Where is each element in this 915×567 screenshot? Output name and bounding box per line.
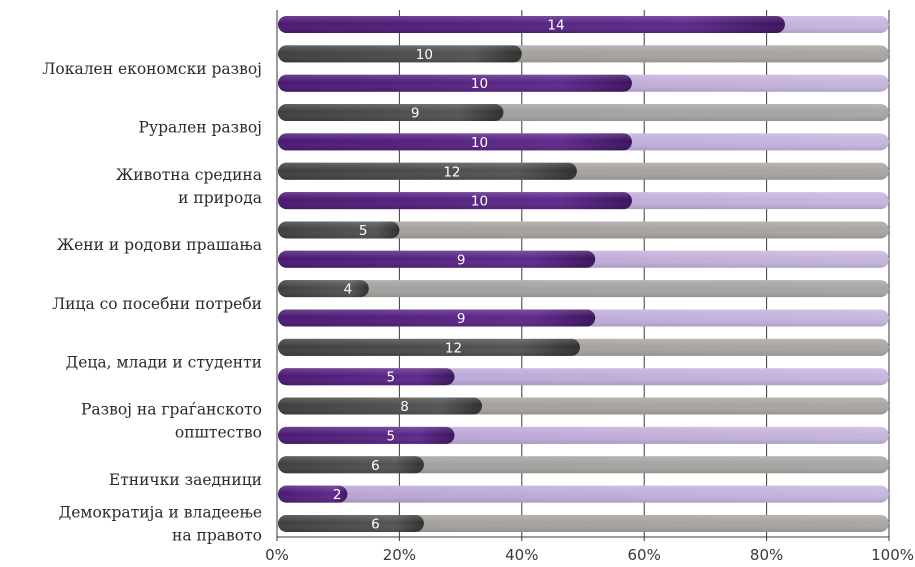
bar-value-label-16: 2 <box>333 487 342 503</box>
bar-row-4-purple: 10 <box>278 133 889 151</box>
bar-value-label-2: 10 <box>471 76 488 92</box>
bar-row-7-gray: 5 <box>278 221 889 239</box>
bar-shine-8 <box>278 250 889 268</box>
x-tick-label-5: 100% <box>871 546 914 564</box>
category-label-4: Лица со посебни потреби <box>52 295 262 313</box>
bar-value-label-11: 12 <box>445 340 462 356</box>
category-label-line: Деца, млади и студенти <box>66 354 262 372</box>
x-tick-label-4: 80% <box>750 546 783 564</box>
category-label-line: Демократија и владеење <box>59 503 262 521</box>
bar-value-label-5: 12 <box>443 164 460 180</box>
x-tick-label-3: 60% <box>628 546 661 564</box>
category-label-6: Развој на граѓанското општество <box>81 401 262 442</box>
bar-row-15-gray: 6 <box>278 456 889 474</box>
category-label-line: Рурален развој <box>139 119 262 137</box>
x-tick-label-2: 40% <box>505 546 538 564</box>
bar-shine-9 <box>278 280 889 298</box>
bar-shine-11 <box>278 338 889 356</box>
category-label-line: Животна средина <box>116 166 262 184</box>
x-tick-label-1: 20% <box>383 546 416 564</box>
bar-value-label-4: 10 <box>471 135 488 151</box>
bar-value-label-9: 4 <box>344 282 353 298</box>
category-label-line: Развој на граѓанското <box>81 401 262 419</box>
bar-shine-1 <box>278 45 889 63</box>
bar-value-label-12: 5 <box>386 370 395 386</box>
bar-shine-13 <box>278 397 889 415</box>
bar-row-8-purple: 9 <box>278 250 889 268</box>
bar-row-13-gray: 8 <box>278 397 889 415</box>
category-label-0: Локален економски развој <box>43 60 263 78</box>
bar-value-label-15: 6 <box>371 458 380 474</box>
bar-shine-4 <box>278 133 889 151</box>
category-label-line: и природа <box>178 189 262 207</box>
bar-value-label-3: 9 <box>411 106 420 122</box>
bar-shine-7 <box>278 221 889 239</box>
category-label-line: Етнички заедници <box>109 471 262 489</box>
bar-value-label-1: 10 <box>416 47 433 63</box>
bar-row-12-purple: 5 <box>278 368 889 386</box>
bar-shine-15 <box>278 456 889 474</box>
bar-row-17-gray: 6 <box>278 514 889 532</box>
bar-row-0-purple: 14 <box>278 16 889 34</box>
bar-value-label-6: 10 <box>471 194 488 210</box>
bar-value-label-10: 9 <box>457 311 466 327</box>
bar-shine-5 <box>278 162 889 180</box>
bar-row-10-purple: 9 <box>278 309 889 327</box>
bar-row-16-purple: 2 <box>278 485 889 503</box>
bar-row-1-gray: 10 <box>278 45 889 63</box>
bar-value-label-0: 14 <box>547 18 564 34</box>
category-label-line: општество <box>175 424 262 442</box>
bar-shine-0 <box>278 16 889 33</box>
category-label-7: Етнички заедници <box>109 471 262 489</box>
bar-row-14-purple: 5 <box>278 426 889 444</box>
bar-shine-14 <box>278 426 889 444</box>
bar-row-2-purple: 10 <box>278 74 889 92</box>
x-tick-label-0: 0% <box>265 546 289 564</box>
bar-shine-3 <box>278 104 889 122</box>
bar-shine-17 <box>278 514 889 532</box>
category-label-8: Демократија и владеење на правото <box>59 503 262 544</box>
x-axis-tick-layer: 0% 20% 40% 60% 80% 100% <box>265 546 914 564</box>
grid-layer <box>276 10 890 541</box>
bar-row-5-gray: 12 <box>278 162 889 180</box>
bar-shine-6 <box>278 192 889 210</box>
bar-shine-10 <box>278 309 889 327</box>
category-label-line: на правото <box>172 526 262 544</box>
category-label-3: Жени и родови прашања <box>57 236 262 254</box>
category-label-layer: Локален економски развој Рурален развој Жи… <box>43 60 263 544</box>
category-label-1: Рурален развој <box>139 119 262 137</box>
category-label-line: Локален економски развој <box>43 60 263 78</box>
bar-value-label-7: 5 <box>359 223 368 239</box>
category-label-2: Животна средина и природа <box>116 166 262 207</box>
bar-shine-2 <box>278 74 889 92</box>
category-label-5: Деца, млади и студенти <box>66 354 262 372</box>
bar-value-label-17: 6 <box>371 516 380 532</box>
bar-value-label-8: 9 <box>457 252 466 268</box>
bar-shine-12 <box>278 368 889 386</box>
bar-value-label-14: 5 <box>386 428 395 444</box>
bar-shine-16 <box>278 485 889 503</box>
bar-row-3-gray: 9 <box>278 104 889 122</box>
bar-row-6-purple: 10 <box>278 192 889 210</box>
bar-value-label-13: 8 <box>400 399 409 415</box>
category-label-line: Лица со посебни потреби <box>52 295 262 313</box>
category-label-line: Жени и родови прашања <box>57 236 262 254</box>
bar-row-11-gray: 12 <box>278 338 889 356</box>
bar-row-9-gray: 4 <box>278 280 889 298</box>
